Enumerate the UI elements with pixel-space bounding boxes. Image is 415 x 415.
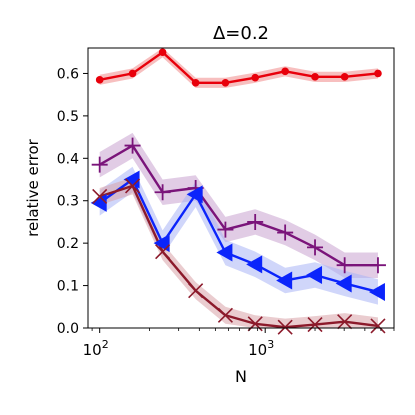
plot-lines-layer [98, 51, 379, 329]
marker-circle [281, 67, 289, 76]
line-series-0 [99, 51, 379, 84]
marker-circle [311, 73, 319, 81]
error-band-series-2 [99, 166, 378, 305]
marker-triangle [186, 185, 203, 204]
y-tick-label: 0.4 [57, 151, 79, 167]
y-axis-label: relative error [24, 138, 42, 236]
marker-plus [91, 156, 108, 173]
marker-circle [95, 76, 104, 84]
marker-x [217, 307, 233, 323]
marker-x [337, 314, 353, 330]
error-band-series-3 [99, 177, 378, 328]
marker-plus [154, 184, 171, 201]
chart-title: Δ=0.2 [213, 23, 269, 44]
y-tick-label: 0.6 [57, 66, 79, 82]
line-series-2 [98, 178, 379, 294]
y-ticks-layer: 0.0 0.1 0.2 0.3 0.4 0.5 0.6 [57, 66, 88, 337]
marker-x [92, 188, 108, 205]
x-tick-label: 103 [248, 338, 274, 359]
x-ticks-layer: 102 103 [83, 328, 395, 359]
marker-triangle [276, 271, 293, 290]
marker-plus [336, 257, 353, 274]
marker-plus [277, 224, 294, 241]
marker-triangle [216, 243, 233, 262]
line-series-3 [99, 184, 379, 329]
x-axis-label: N [235, 367, 247, 386]
marker-plus [247, 213, 264, 230]
marker-circle [221, 78, 230, 87]
marker-x [277, 319, 293, 335]
plot-bands-layer [99, 48, 378, 328]
y-tick-label: 0.0 [57, 321, 79, 337]
marker-triangle [306, 265, 323, 284]
marker-triangle [335, 274, 352, 293]
marker-circle [191, 78, 200, 87]
marker-triangle [123, 170, 140, 189]
marker-circle [251, 73, 259, 82]
marker-circle [128, 69, 137, 78]
marker-circle [340, 73, 349, 81]
y-tick-label: 0.3 [57, 194, 79, 210]
plot-frame [87, 47, 395, 329]
marker-x [307, 317, 323, 333]
x-tick-label: 102 [83, 338, 109, 359]
marker-x [370, 318, 386, 334]
y-tick-label: 0.5 [57, 109, 79, 125]
marker-triangle [368, 282, 385, 301]
marker-triangle [90, 193, 107, 212]
plot-markers-layer [90, 48, 386, 335]
marker-plus [217, 221, 234, 238]
marker-x [188, 283, 204, 299]
error-band-series-1 [99, 132, 378, 278]
marker-circle [158, 48, 167, 57]
y-tick-label: 0.1 [57, 279, 79, 295]
marker-triangle [246, 255, 263, 274]
marker-plus [124, 137, 141, 154]
line-series-1 [99, 144, 378, 267]
marker-x [124, 178, 141, 194]
marker-circle [374, 69, 382, 78]
y-tick-label: 0.2 [57, 236, 79, 252]
marker-plus [369, 257, 386, 274]
marker-plus [307, 239, 324, 256]
marker-x [155, 244, 171, 260]
